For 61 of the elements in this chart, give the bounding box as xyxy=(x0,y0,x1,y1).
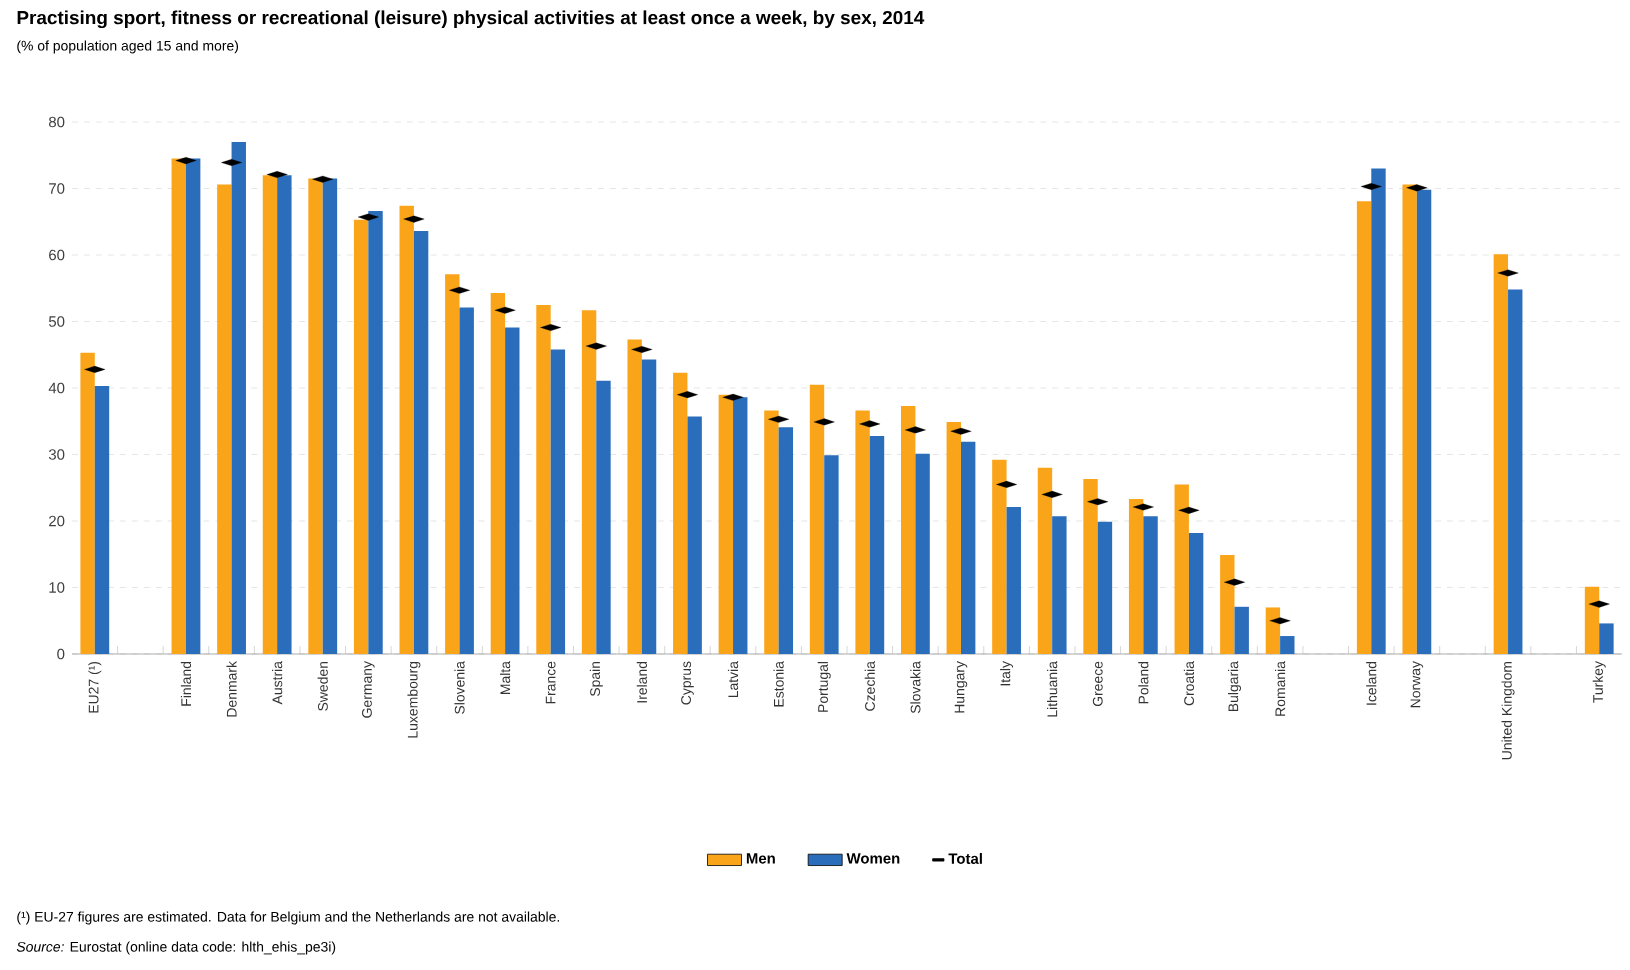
bar xyxy=(217,184,232,654)
bar xyxy=(1280,636,1295,654)
bar xyxy=(1599,623,1614,654)
bar xyxy=(824,455,839,654)
bar xyxy=(687,416,702,654)
bar xyxy=(627,339,642,654)
bar xyxy=(445,274,460,654)
bar xyxy=(262,175,278,654)
bar xyxy=(308,178,323,654)
bar xyxy=(1402,184,1417,654)
bar xyxy=(94,386,110,654)
bar xyxy=(764,410,779,654)
bar xyxy=(80,352,95,654)
bar xyxy=(171,158,186,654)
bar xyxy=(1037,467,1053,654)
bar xyxy=(368,211,383,654)
bar xyxy=(277,175,292,654)
bar xyxy=(778,427,794,654)
bar xyxy=(1508,289,1523,654)
bar xyxy=(353,219,369,654)
bar xyxy=(1493,254,1509,654)
bar xyxy=(1356,201,1372,654)
bar xyxy=(855,410,870,654)
bar xyxy=(1416,189,1432,654)
bar xyxy=(413,231,429,654)
bar xyxy=(1006,507,1021,654)
bar xyxy=(536,304,551,654)
chart-title: Practising sport, fitness or recreational (leisure) physical activities at least once a week, by sex, 2014 xyxy=(17,10,925,29)
bar xyxy=(1128,499,1144,654)
bar xyxy=(915,453,930,654)
bar xyxy=(1143,516,1158,654)
bar xyxy=(946,421,961,654)
bar xyxy=(322,178,338,654)
bar xyxy=(641,359,657,654)
bar xyxy=(1371,168,1386,654)
bar xyxy=(459,307,474,654)
bar xyxy=(550,349,566,654)
bar xyxy=(809,384,825,654)
bar xyxy=(1265,607,1281,654)
bar xyxy=(1234,606,1249,654)
bar xyxy=(1188,532,1204,654)
bar xyxy=(596,380,611,654)
bar xyxy=(900,405,916,654)
bar xyxy=(185,158,201,654)
bar xyxy=(960,441,976,654)
bar xyxy=(1052,516,1067,654)
bar xyxy=(673,372,688,654)
bar xyxy=(490,292,506,654)
bar xyxy=(399,205,414,654)
bar xyxy=(231,141,246,654)
bar xyxy=(1083,479,1098,654)
bar xyxy=(1097,521,1113,654)
bar xyxy=(581,310,597,654)
bar xyxy=(1584,586,1600,654)
bar xyxy=(733,397,748,654)
bar xyxy=(992,459,1007,654)
bar xyxy=(505,327,520,654)
bar xyxy=(718,394,734,654)
bar xyxy=(1174,484,1189,654)
bar xyxy=(1220,554,1235,654)
bar xyxy=(869,435,885,654)
